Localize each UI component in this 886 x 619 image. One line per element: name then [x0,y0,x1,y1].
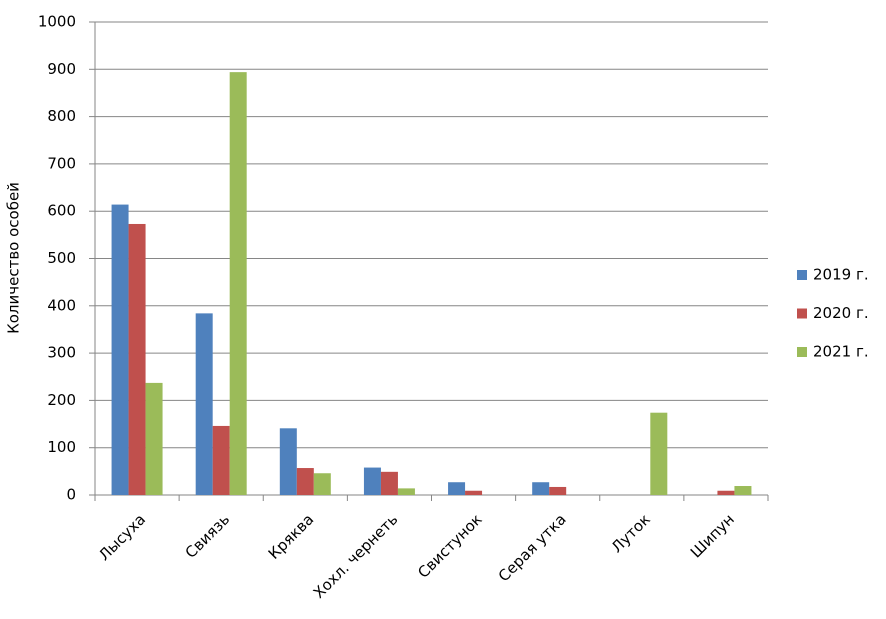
bar [465,490,483,495]
bar [363,467,381,495]
bar [397,488,415,495]
y-tick-label: 300 [47,344,76,362]
bar [650,412,668,495]
bar [734,486,752,495]
bar [111,204,129,495]
legend-label: 2019 г. [813,266,869,284]
y-tick-label: 800 [47,107,76,125]
y-axis-label: Количество особей [5,182,23,334]
legend-label: 2021 г. [813,343,869,361]
y-tick-label: 500 [47,249,76,267]
y-tick-label: 100 [47,438,76,456]
legend-swatch [797,308,807,319]
x-tick-label: Лысуха [95,510,149,564]
bar [549,486,567,495]
y-tick-label: 0 [66,486,76,504]
x-tick-label: Шипун [687,510,738,561]
bar [717,490,735,495]
legend-label: 2020 г. [813,304,869,322]
x-tick-label: Свистунок [414,510,485,581]
x-tick-label: Кряква [265,510,318,563]
y-tick-label: 900 [47,60,76,78]
legend-swatch [797,270,807,280]
y-tick-label: 600 [47,202,76,220]
legend-swatch [797,347,807,357]
bar [195,313,213,495]
bar [380,471,398,495]
bar [212,425,230,495]
bar [313,473,331,495]
y-tick-label: 700 [47,154,76,172]
y-tick-label: 200 [47,391,76,409]
x-tick-label: Свиязь [182,510,234,562]
y-tick-label: 400 [47,296,76,314]
x-tick-label: Хохл. чернеть [310,510,402,602]
bar [532,482,550,495]
bar [145,382,163,495]
bar [296,468,314,495]
bar [448,482,466,495]
bar [279,428,297,495]
x-tick-label: Луток [608,510,654,556]
x-tick-label: Серая утка [495,510,570,585]
y-tick-label: 1000 [38,13,76,31]
bar [128,223,146,495]
bar [229,72,247,495]
